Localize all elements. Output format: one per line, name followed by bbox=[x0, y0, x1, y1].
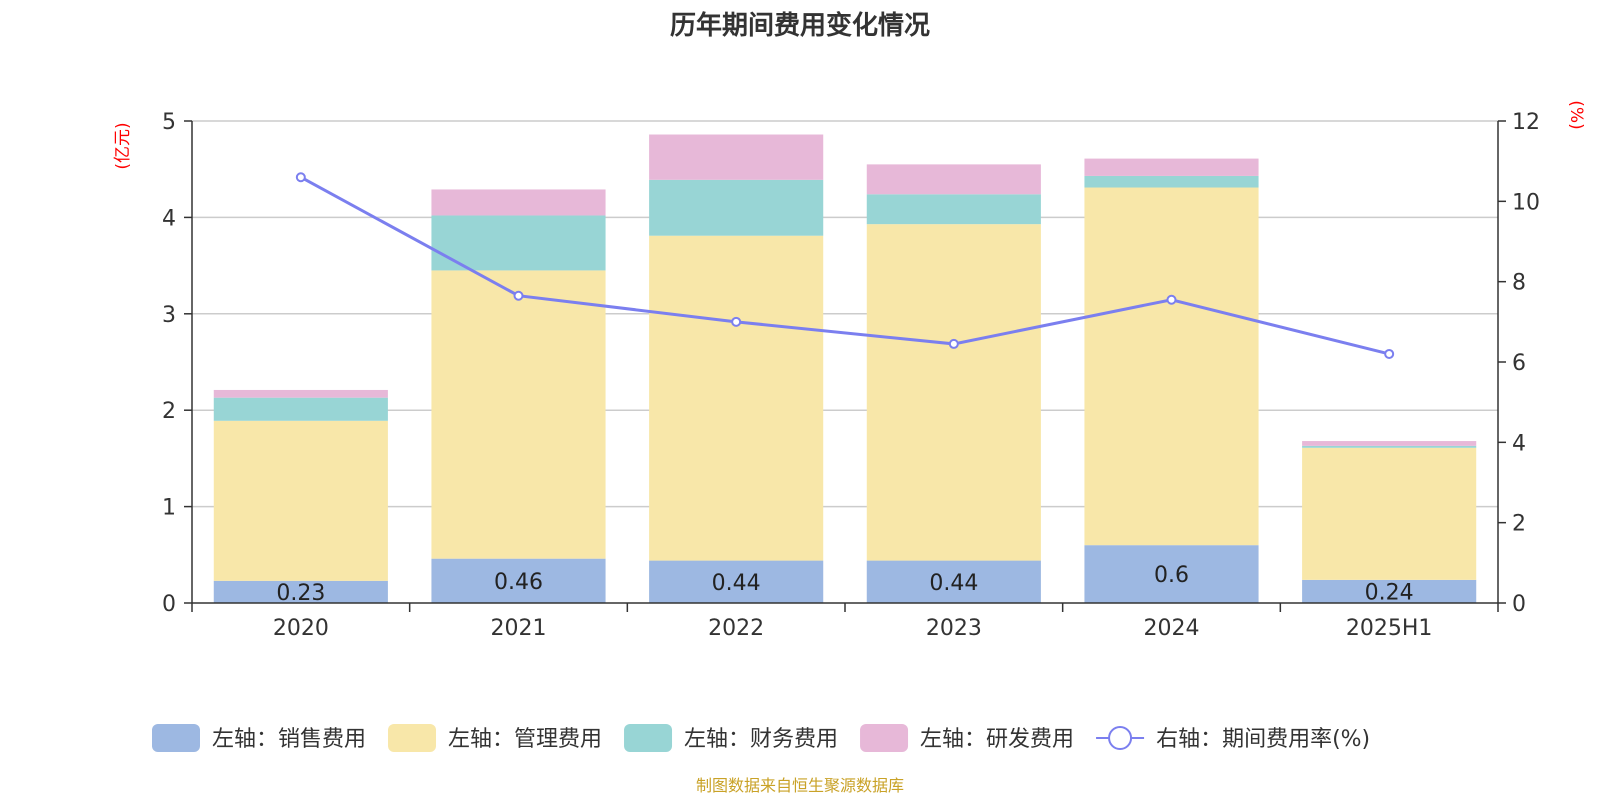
left-axis-unit: (亿元) bbox=[113, 122, 133, 169]
bar-admin bbox=[213, 420, 388, 581]
bar-rnd bbox=[431, 189, 606, 216]
ratio-point bbox=[295, 172, 306, 183]
left-tick-label: 3 bbox=[162, 303, 176, 328]
data-label-sales: 0.24 bbox=[1365, 580, 1414, 605]
right-tick-label: 0 bbox=[1512, 592, 1526, 617]
left-tick-label: 5 bbox=[162, 110, 176, 135]
bar-rnd bbox=[866, 164, 1041, 195]
x-tick-label: 2020 bbox=[273, 616, 329, 641]
bar-sales bbox=[213, 580, 388, 603]
legend: 左轴：销售费用 左轴：管理费用 左轴：财务费用 左轴：研发费用 右轴：期间费用率(%) bbox=[152, 724, 1370, 752]
bar-admin bbox=[1302, 447, 1477, 580]
legend-swatch-rnd bbox=[860, 724, 909, 752]
bar-rnd bbox=[1302, 441, 1477, 446]
chart-title: 历年期间费用变化情况 bbox=[670, 10, 930, 41]
ratio-line bbox=[300, 175, 1390, 356]
legend-swatch-finance bbox=[624, 724, 673, 752]
grid-lines bbox=[192, 120, 1498, 508]
bar-admin bbox=[866, 224, 1041, 561]
ratio-point bbox=[731, 316, 742, 327]
bar-finance bbox=[866, 194, 1041, 225]
bar-finance bbox=[649, 179, 824, 236]
bar-finance bbox=[213, 397, 388, 421]
bar-sales bbox=[1084, 545, 1259, 603]
ratio-point bbox=[1166, 294, 1177, 305]
bar-rnd bbox=[213, 389, 388, 398]
bar-admin bbox=[1084, 187, 1259, 546]
x-tick-label: 2021 bbox=[491, 616, 547, 641]
data-label-sales: 0.23 bbox=[276, 581, 325, 606]
data-label-sales: 0.44 bbox=[712, 571, 761, 596]
bar-finance bbox=[1084, 175, 1259, 188]
bar-sales bbox=[866, 560, 1041, 603]
data-label-sales: 0.44 bbox=[929, 571, 978, 596]
ratio-line-series bbox=[295, 172, 1395, 359]
bar-rnd bbox=[649, 134, 824, 180]
left-tick-label: 1 bbox=[162, 496, 176, 521]
bar-admin bbox=[431, 270, 606, 559]
legend-label-finance: 左轴：财务费用 bbox=[684, 727, 838, 752]
x-tick-label: 2025H1 bbox=[1346, 616, 1433, 641]
legend-swatch-admin bbox=[388, 724, 437, 752]
left-tick-label: 2 bbox=[162, 399, 176, 424]
data-label-sales: 0.6 bbox=[1154, 563, 1189, 588]
bar-sales bbox=[649, 560, 824, 603]
right-tick-label: 2 bbox=[1512, 512, 1526, 537]
left-tick-label: 4 bbox=[162, 206, 176, 231]
legend-label-ratio: 右轴：期间费用率(%) bbox=[1156, 727, 1370, 752]
right-tick-label: 10 bbox=[1512, 190, 1540, 215]
right-tick-label: 12 bbox=[1512, 110, 1540, 135]
right-axis-unit: (%) bbox=[1566, 100, 1586, 129]
source-note: 制图数据来自恒生聚源数据库 bbox=[696, 776, 904, 795]
legend-label-sales: 左轴：销售费用 bbox=[212, 727, 366, 752]
bar-sales bbox=[1302, 579, 1477, 603]
bar-finance bbox=[431, 215, 606, 271]
legend-marker-ratio bbox=[1108, 726, 1133, 750]
bar-admin bbox=[649, 235, 824, 561]
right-tick-label: 8 bbox=[1512, 271, 1526, 296]
bar-series bbox=[213, 134, 1477, 603]
right-tick-label: 4 bbox=[1512, 431, 1526, 456]
ratio-point bbox=[1384, 348, 1395, 359]
bar-finance bbox=[1302, 445, 1477, 448]
legend-label-rnd: 左轴：研发费用 bbox=[920, 727, 1074, 752]
legend-swatch-sales bbox=[152, 724, 200, 752]
data-labels: 0.23 0.46 0.44 0.44 0.6 0.24 bbox=[276, 563, 1413, 606]
left-tick-label: 0 bbox=[162, 592, 176, 617]
ratio-point bbox=[513, 290, 524, 301]
right-tick-label: 6 bbox=[1512, 351, 1526, 376]
x-tick-label: 2022 bbox=[708, 616, 764, 641]
legend-label-admin: 左轴：管理费用 bbox=[448, 727, 602, 752]
x-tick-label: 2024 bbox=[1144, 616, 1200, 641]
ratio-point bbox=[948, 338, 959, 349]
data-label-sales: 0.46 bbox=[494, 570, 543, 595]
x-tick-label: 2023 bbox=[926, 616, 982, 641]
bar-sales bbox=[431, 558, 606, 603]
bar-rnd bbox=[1084, 158, 1259, 176]
